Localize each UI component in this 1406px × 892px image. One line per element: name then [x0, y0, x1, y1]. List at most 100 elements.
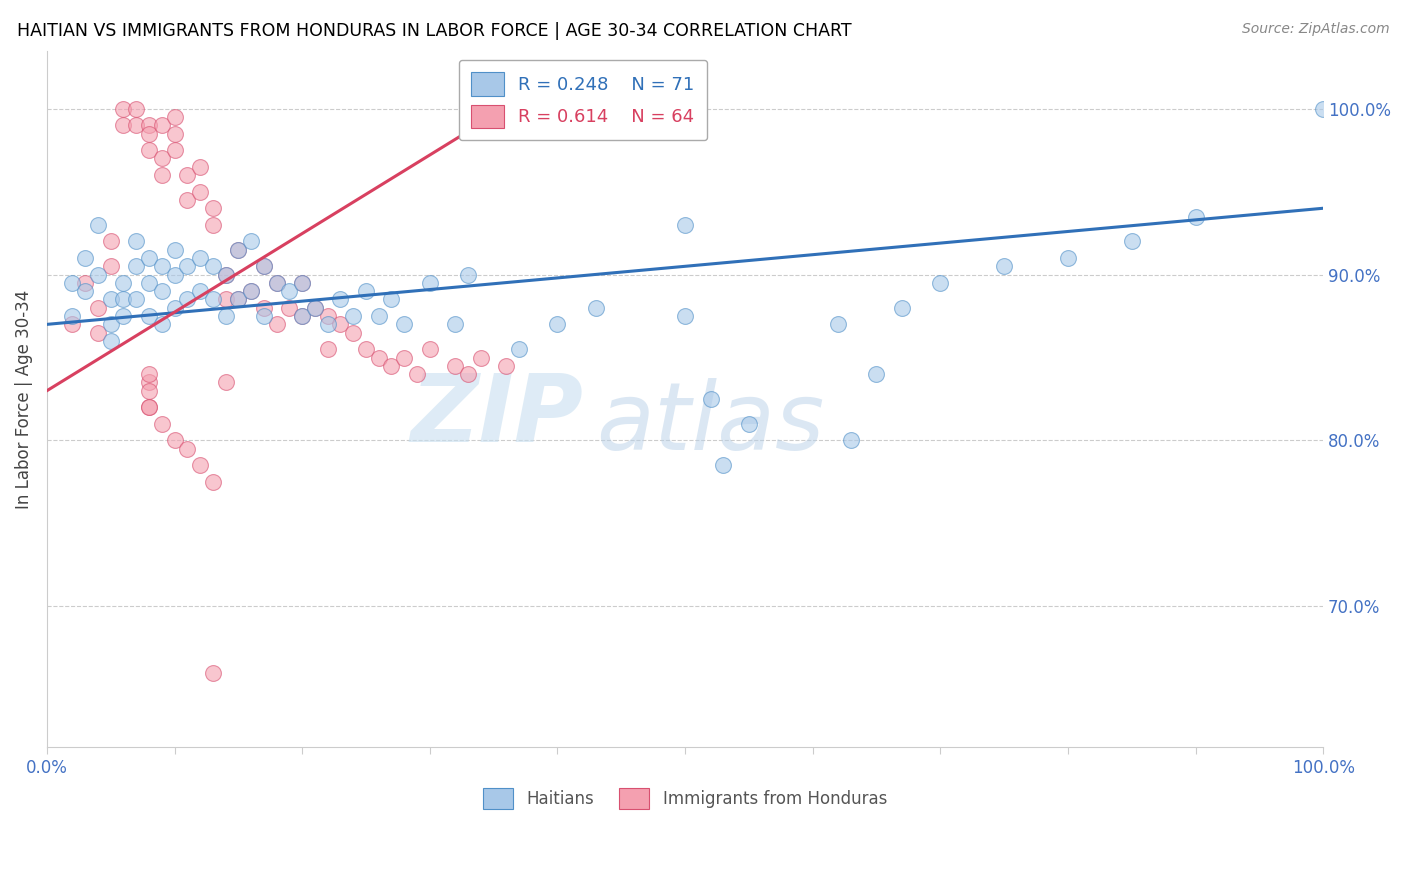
Point — [266, 276, 288, 290]
Point — [150, 168, 173, 182]
Point — [266, 318, 288, 332]
Point — [100, 334, 122, 348]
Point — [150, 152, 173, 166]
Point — [329, 318, 352, 332]
Point — [278, 301, 301, 315]
Point — [495, 359, 517, 373]
Point — [138, 127, 160, 141]
Point — [163, 301, 186, 315]
Point — [75, 276, 97, 290]
Text: HAITIAN VS IMMIGRANTS FROM HONDURAS IN LABOR FORCE | AGE 30-34 CORRELATION CHART: HAITIAN VS IMMIGRANTS FROM HONDURAS IN L… — [17, 22, 852, 40]
Point — [150, 284, 173, 298]
Point — [699, 392, 721, 406]
Point — [354, 284, 377, 298]
Point — [138, 143, 160, 157]
Point — [138, 309, 160, 323]
Point — [62, 318, 84, 332]
Point — [406, 367, 429, 381]
Point — [214, 293, 236, 307]
Point — [112, 276, 135, 290]
Point — [138, 251, 160, 265]
Point — [201, 201, 224, 215]
Point — [1121, 235, 1143, 249]
Point — [827, 318, 849, 332]
Point — [738, 417, 761, 431]
Point — [188, 185, 211, 199]
Point — [1312, 102, 1334, 116]
Point — [266, 276, 288, 290]
Point — [188, 458, 211, 473]
Point — [125, 293, 148, 307]
Point — [112, 118, 135, 132]
Point — [316, 309, 339, 323]
Point — [62, 276, 84, 290]
Point — [585, 301, 607, 315]
Point — [176, 442, 198, 456]
Point — [394, 351, 416, 365]
Point — [163, 110, 186, 124]
Point — [228, 243, 250, 257]
Point — [891, 301, 914, 315]
Point — [150, 417, 173, 431]
Point — [304, 301, 326, 315]
Point — [673, 218, 696, 232]
Point — [367, 351, 389, 365]
Point — [112, 293, 135, 307]
Point — [138, 367, 160, 381]
Point — [380, 293, 402, 307]
Point — [253, 309, 276, 323]
Point — [342, 326, 364, 340]
Point — [865, 367, 887, 381]
Point — [214, 268, 236, 282]
Point — [100, 260, 122, 274]
Point — [163, 127, 186, 141]
Text: atlas: atlas — [596, 378, 824, 469]
Point — [291, 309, 314, 323]
Y-axis label: In Labor Force | Age 30-34: In Labor Force | Age 30-34 — [15, 289, 32, 508]
Point — [457, 367, 479, 381]
Point — [240, 284, 263, 298]
Point — [201, 293, 224, 307]
Point — [112, 102, 135, 116]
Point — [87, 301, 110, 315]
Point — [316, 318, 339, 332]
Point — [138, 118, 160, 132]
Point — [75, 284, 97, 298]
Point — [380, 359, 402, 373]
Point — [291, 276, 314, 290]
Point — [163, 143, 186, 157]
Point — [711, 458, 734, 473]
Point — [188, 284, 211, 298]
Point — [228, 243, 250, 257]
Point — [394, 318, 416, 332]
Text: Source: ZipAtlas.com: Source: ZipAtlas.com — [1241, 22, 1389, 37]
Point — [342, 309, 364, 323]
Point — [291, 276, 314, 290]
Point — [304, 301, 326, 315]
Point — [100, 318, 122, 332]
Point — [176, 193, 198, 207]
Point — [316, 343, 339, 357]
Point — [329, 293, 352, 307]
Point — [100, 293, 122, 307]
Point — [253, 301, 276, 315]
Point — [1184, 210, 1206, 224]
Point — [138, 401, 160, 415]
Point — [673, 309, 696, 323]
Point — [214, 376, 236, 390]
Point — [201, 218, 224, 232]
Point — [240, 284, 263, 298]
Point — [138, 376, 160, 390]
Point — [839, 434, 862, 448]
Point — [470, 351, 492, 365]
Point — [508, 343, 530, 357]
Point — [112, 309, 135, 323]
Point — [444, 359, 467, 373]
Point — [138, 384, 160, 398]
Point — [201, 260, 224, 274]
Point — [150, 118, 173, 132]
Point — [150, 260, 173, 274]
Point — [929, 276, 952, 290]
Point — [253, 260, 276, 274]
Point — [138, 276, 160, 290]
